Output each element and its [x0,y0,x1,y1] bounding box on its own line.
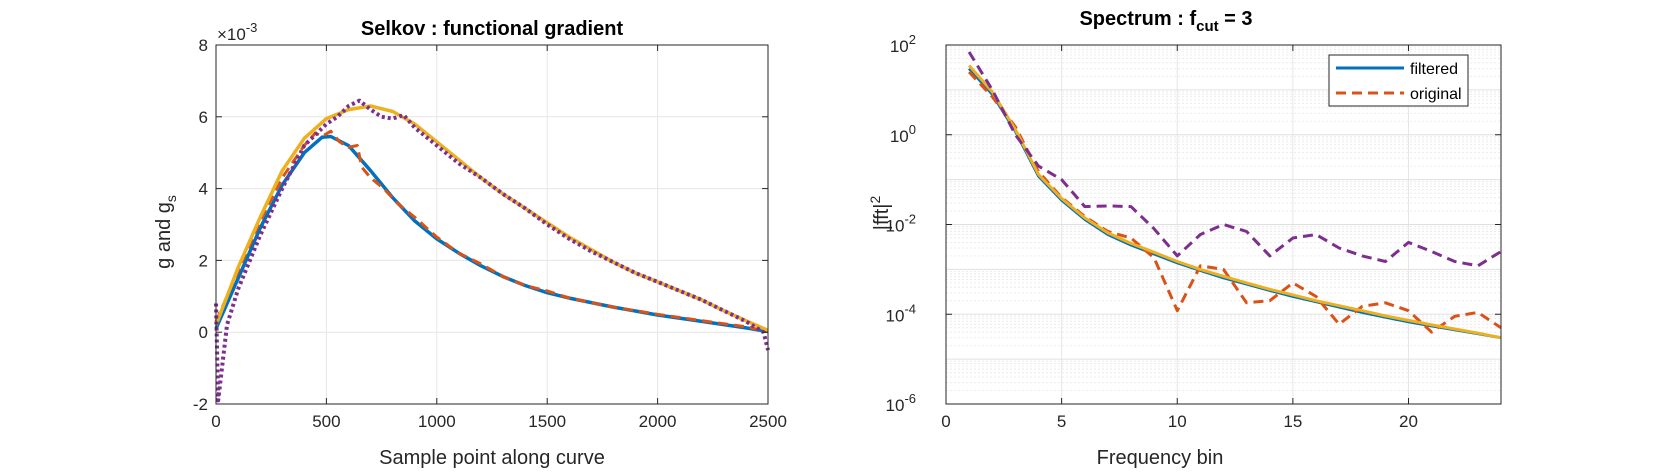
right-y-tick-labels: 10-6 10-4 10-2 100 102 [886,32,916,415]
left-x-tick-label: 1500 [528,412,566,431]
left-y-tick-label: -2 [193,395,208,414]
left-y-tick-label: 2 [199,251,208,270]
left-x-axis-label: Sample point along curve [379,447,605,469]
right-y-tick-label: 10-6 [886,391,916,415]
right-y-axis-label-sup: 2 [867,196,883,204]
right-title-tail: = 3 [1219,8,1253,30]
right-chart-title: Spectrum : fcut = 3 [1079,8,1252,35]
right-x-axis-label: Frequency bin [1097,447,1224,469]
left-plot-area [216,45,768,404]
right-title-sub: cut [1196,18,1219,35]
left-x-tick-label: 0 [211,412,220,431]
left-y-tick-label: 6 [199,108,208,127]
left-y-tick-label: 0 [199,323,208,342]
left-x-tick-labels: 0 500 1000 1500 2000 2500 [211,412,787,431]
left-y-axis-label-main: g and g [153,202,175,269]
right-y-tick-label: 10-2 [886,212,916,236]
left-y-axis-label: g and gs [153,195,179,269]
right-series-group [967,51,1502,340]
legend-label-original: original [1410,86,1462,103]
right-title-main: Spectrum : f [1079,8,1196,30]
right-y-axis-label-main: |fft| [871,204,893,231]
right-x-tick-labels: 0 5 10 15 20 [941,412,1418,431]
left-series-line-2 [214,129,769,333]
legend: filtered original [1328,54,1469,107]
right-x-tick-label: 5 [1057,412,1066,431]
left-grid [215,44,769,405]
left-y-tick-label: 4 [199,180,208,199]
right-x-tick-label: 0 [941,412,950,431]
left-y-exponent-value: -3 [246,20,258,35]
left-y-exponent-label: ×10-3 [217,20,257,44]
legend-entries: filtered original [1336,61,1462,103]
legend-box [1328,54,1469,107]
right-y-tick-label: 102 [890,32,916,56]
left-axes-frame [215,44,769,405]
right-series-line-3 [967,64,1502,340]
left-x-tick-label: 1000 [418,412,456,431]
left-chart-title: Selkov : functional gradient [361,18,624,40]
right-y-tick-label: 10-4 [886,301,916,325]
right-x-tick-label: 15 [1283,412,1302,431]
legend-label-filtered: filtered [1410,61,1458,78]
right-chart: 0 5 10 15 20 10-6 10-4 10-2 100 102 Spectrum : f… [867,8,1502,469]
left-y-tick-label: 8 [199,36,208,55]
left-y-axis-label-sub: s [163,195,179,202]
right-grid [945,45,1501,405]
left-tick-marks [215,44,769,405]
left-x-tick-label: 2500 [749,412,787,431]
left-x-tick-label: 2000 [639,412,677,431]
left-y-tick-labels: -2 0 2 4 6 8 [193,36,208,414]
right-tick-marks [945,44,1501,405]
left-x-tick-label: 500 [312,412,340,431]
right-x-tick-label: 10 [1168,412,1187,431]
left-y-exponent-prefix: ×10 [217,25,246,44]
right-x-tick-label: 20 [1399,412,1418,431]
left-series-group [214,98,770,403]
left-series-line-4 [214,98,770,403]
right-y-axis-label: |fft|2 [867,196,893,231]
right-y-tick-label: 100 [890,122,916,146]
